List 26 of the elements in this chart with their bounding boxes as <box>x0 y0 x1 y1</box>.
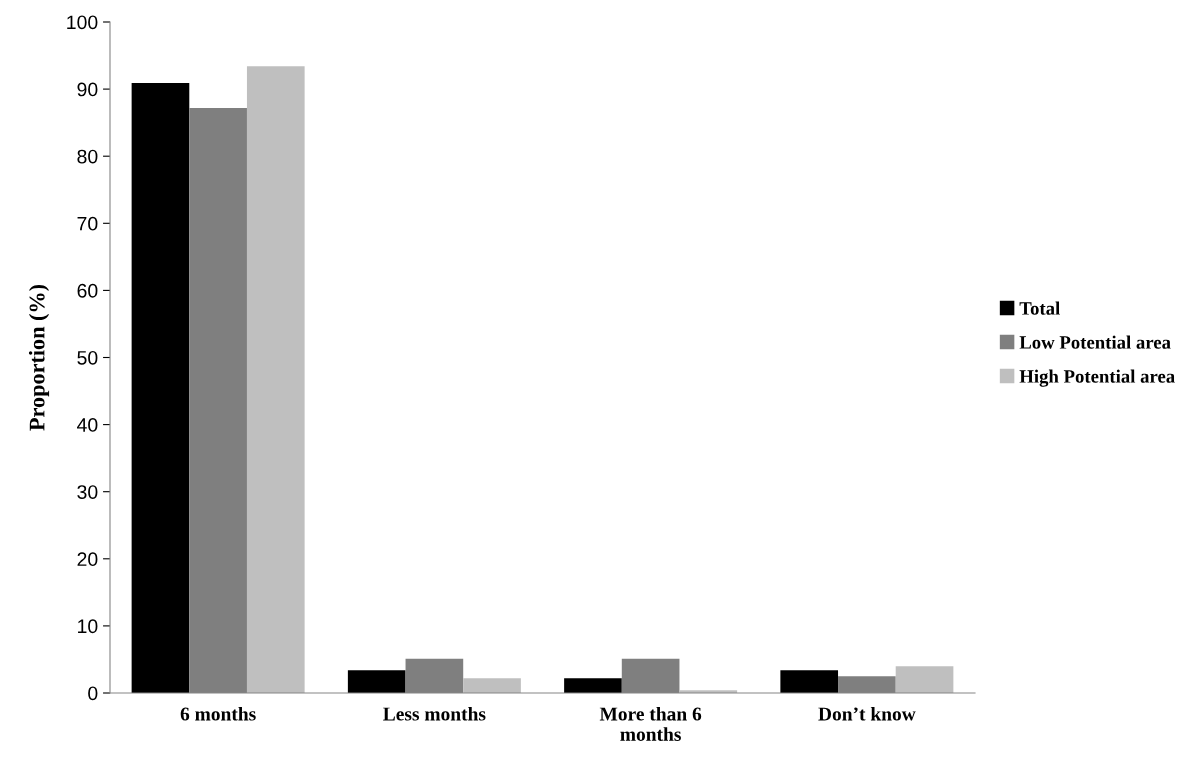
y-tick-label: 90 <box>77 82 98 97</box>
legend-label: Low Potential area <box>1019 335 1171 349</box>
x-tick-label: More than 6 months <box>599 706 702 741</box>
legend-label: High Potential area <box>1019 369 1175 387</box>
x-tick-label: Don’t know <box>818 706 916 721</box>
x-tick-label: 6 months <box>180 706 256 721</box>
y-tick-label: 0 <box>88 686 98 701</box>
bar <box>564 678 622 693</box>
y-tick-label: 80 <box>77 149 98 164</box>
y-tick-label: 10 <box>78 619 98 634</box>
y-tick-label: 30 <box>77 485 98 499</box>
x-tick-label: Less months <box>383 706 486 721</box>
bar <box>780 670 839 693</box>
bar <box>463 678 521 693</box>
y-tick-label: 60 <box>77 283 98 298</box>
y-tick-label: 20 <box>77 552 98 567</box>
y-tick-label: 40 <box>77 418 98 432</box>
bar <box>246 66 305 693</box>
y-tick-label: 50 <box>77 350 98 365</box>
y-tick-label: 70 <box>77 216 98 231</box>
y-axis-title: Proportion (%) <box>28 284 50 431</box>
legend-label: Total <box>1019 301 1060 315</box>
y-tick-label: 100 <box>67 15 98 30</box>
bar <box>131 83 190 693</box>
bar <box>895 666 954 693</box>
bar <box>347 670 406 693</box>
